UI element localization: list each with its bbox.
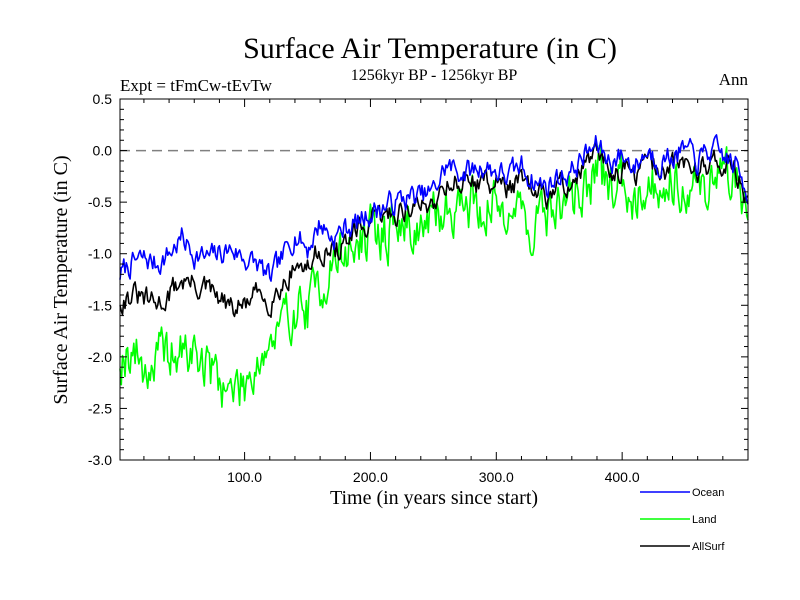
legend-label-land: Land — [692, 514, 716, 526]
series-line-ocean — [119, 134, 749, 282]
chart-title: Surface Air Temperature (in C) — [243, 32, 617, 65]
y-axis: -3.0 -2.5 -2.0 -1.5 -1.0 -0.5 0.0 0.5 — [88, 91, 748, 468]
plot-frame — [119, 98, 749, 461]
plot-area: -3.0 -2.5 -2.0 -1.5 -1.0 -0.5 0.0 0.5 100.0 200.… — [88, 91, 749, 485]
x-tick-label: 400.0 — [605, 469, 640, 485]
y-tick-label: -1.5 — [88, 297, 112, 313]
y-tick-label: -2.5 — [88, 400, 112, 416]
period-label: Ann — [719, 70, 749, 89]
y-tick-label: 0.5 — [93, 91, 113, 107]
y-axis-label: Surface Air Temperature (in C) — [50, 155, 72, 404]
x-tick-label: 100.0 — [227, 469, 262, 485]
legend-label-allsurf: AllSurf — [692, 541, 725, 553]
legend-label-ocean: Ocean — [692, 487, 724, 499]
y-tick-label: 0.0 — [93, 143, 113, 159]
y-tick-label: -1.0 — [88, 246, 112, 262]
x-axis-label: Time (in years since start) — [330, 487, 538, 509]
y-tick-label: -0.5 — [88, 194, 112, 210]
x-tick-label: 200.0 — [353, 469, 388, 485]
y-tick-label: -2.0 — [88, 349, 112, 365]
series-line-land — [119, 144, 749, 408]
x-axis: 100.0 200.0 300.0 400.0 — [143, 99, 724, 485]
y-tick-label: -3.0 — [88, 452, 112, 468]
x-tick-label: 300.0 — [479, 469, 514, 485]
experiment-label: Expt = tFmCw-tEvTw — [120, 76, 273, 95]
legend: Ocean Land AllSurf — [640, 487, 725, 553]
series-layer — [119, 134, 749, 408]
chart-subtitle: 1256kyr BP - 1256kyr BP — [351, 67, 518, 84]
